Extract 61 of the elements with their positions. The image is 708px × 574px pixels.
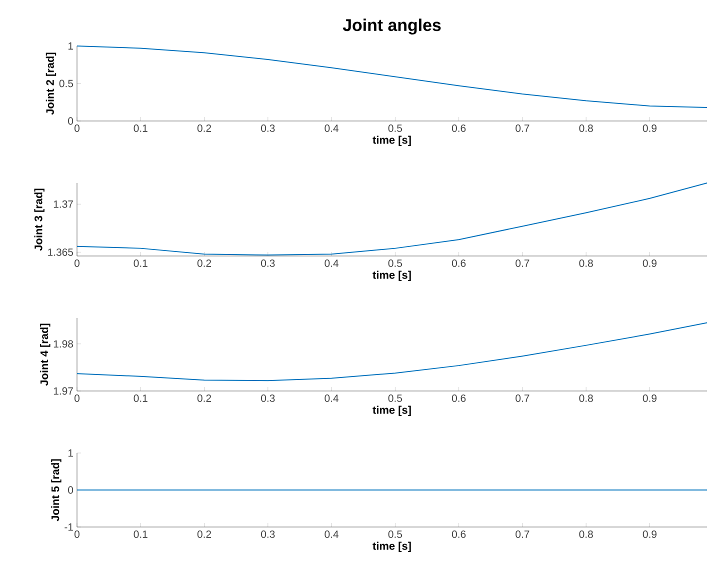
x-tick-label: 0.4 <box>324 394 338 402</box>
chart-title: Joint angles <box>342 18 441 34</box>
x-tick-label: 0.6 <box>452 124 466 132</box>
x-tick-label: 0 <box>74 260 80 267</box>
x-tick-label: 0.5 <box>388 394 402 402</box>
x-tick-label: 0.2 <box>197 124 212 132</box>
x-tick-label: 0.3 <box>261 124 275 132</box>
y-axis-title: Joint 3 [rad] <box>34 188 44 251</box>
y-tick-label: 1.37 <box>54 200 73 208</box>
x-tick-label: 0.3 <box>261 260 275 267</box>
x-tick-label: 0 <box>74 530 80 538</box>
x-axis-title: time [s] <box>372 270 411 281</box>
x-tick-label: 0.8 <box>579 530 593 538</box>
y-axis-title: Joint 4 [rad] <box>40 324 50 386</box>
x-tick-label: 0.8 <box>579 394 593 402</box>
x-tick-label: 0.7 <box>516 394 530 402</box>
x-tick-label: 0.6 <box>452 260 466 267</box>
line-series <box>76 322 708 382</box>
y-tick-label: 0.5 <box>59 80 74 88</box>
x-tick-label: 0.9 <box>642 394 656 402</box>
x-tick-label: 0.3 <box>261 530 275 538</box>
y-tick-label: 1 <box>68 42 73 50</box>
y-tick-label: 1 <box>68 449 73 457</box>
x-tick-label: 0.7 <box>516 260 530 267</box>
x-tick-label: 0.1 <box>134 124 148 132</box>
y-tick-label: 1.98 <box>54 340 74 348</box>
line-series <box>76 182 708 256</box>
x-tick-label: 0.7 <box>516 530 530 538</box>
y-tick-label: 1.365 <box>48 248 74 256</box>
x-tick-label: 0.1 <box>134 394 148 402</box>
x-tick-label: 0.2 <box>197 260 212 267</box>
x-tick-label: 0.6 <box>452 394 466 402</box>
x-tick-label: 0.8 <box>579 124 593 132</box>
x-axis-title: time [s] <box>372 542 411 552</box>
x-tick-label: 0 <box>74 394 80 402</box>
x-tick-label: 0.1 <box>134 530 148 538</box>
y-axis-title: Joint 2 [rad] <box>46 52 56 115</box>
x-tick-label: 0.5 <box>388 124 402 132</box>
x-tick-label: 0 <box>74 124 80 132</box>
y-axis-title: Joint 5 [rad] <box>51 459 62 522</box>
x-tick-label: 0.9 <box>642 530 656 538</box>
x-tick-label: 0.8 <box>579 260 593 267</box>
y-tick-label: 1.97 <box>54 387 73 395</box>
x-tick-label: 0.9 <box>642 124 656 132</box>
y-tick-label: -1 <box>64 523 73 531</box>
x-tick-label: 0.2 <box>197 394 212 402</box>
x-tick-label: 0.7 <box>516 124 530 132</box>
x-tick-label: 0.1 <box>134 260 148 267</box>
x-tick-label: 0.5 <box>388 260 402 267</box>
x-tick-label: 0.5 <box>388 530 402 538</box>
x-tick-label: 0.3 <box>261 394 275 402</box>
x-axis-title: time [s] <box>372 406 411 416</box>
x-axis-title: time [s] <box>372 136 411 146</box>
y-tick-label: 0 <box>68 486 74 494</box>
x-tick-label: 0.2 <box>197 530 212 538</box>
x-tick-label: 0.4 <box>324 530 338 538</box>
x-tick-label: 0.4 <box>324 260 338 267</box>
y-tick-label: 0 <box>68 117 74 125</box>
x-tick-label: 0.9 <box>642 260 656 267</box>
x-tick-label: 0.4 <box>324 124 338 132</box>
x-tick-label: 0.6 <box>452 530 466 538</box>
